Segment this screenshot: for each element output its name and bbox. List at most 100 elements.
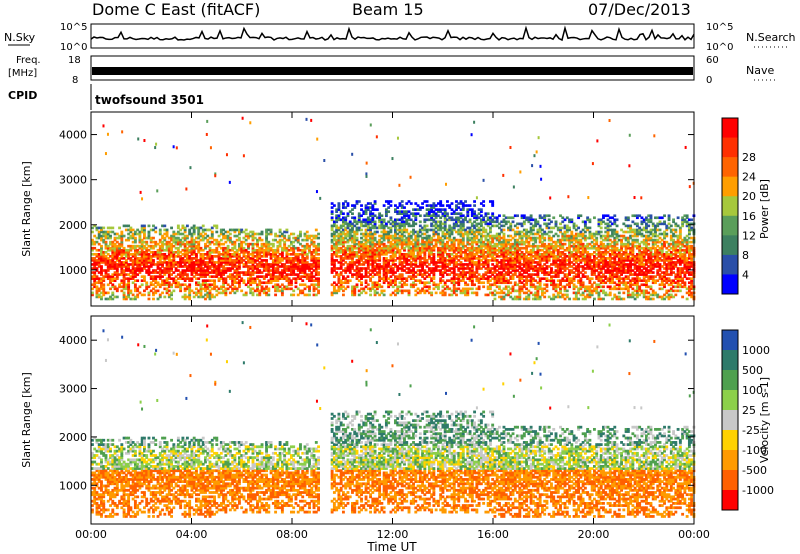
power-cell <box>106 234 110 238</box>
power-cell <box>224 279 228 283</box>
power-cell <box>100 285 103 289</box>
power-cell <box>425 259 429 262</box>
power-cell <box>296 238 300 242</box>
power-cell <box>102 279 106 283</box>
power-cell <box>145 252 149 256</box>
power-cell <box>486 265 490 268</box>
power-cell <box>371 275 375 278</box>
power-cell <box>120 279 124 283</box>
power-cell <box>163 248 167 252</box>
power-cell <box>414 236 418 240</box>
power-cell <box>91 291 94 295</box>
power-cell <box>486 216 490 220</box>
power-cell <box>382 248 386 252</box>
power-cell <box>235 248 239 252</box>
power-cell <box>432 214 436 218</box>
power-cell <box>500 244 504 248</box>
power-cell <box>446 230 449 234</box>
power-cell <box>208 293 212 297</box>
power-cell <box>111 244 115 248</box>
power-cell <box>292 257 296 260</box>
power-cell <box>502 281 506 285</box>
power-cell <box>378 214 382 218</box>
power-cell <box>217 255 221 258</box>
power-cell <box>459 202 463 205</box>
power-cell <box>457 279 461 283</box>
power-cell <box>195 236 198 240</box>
power-cell <box>167 277 171 280</box>
power-cell <box>400 277 404 280</box>
power-cell <box>190 265 194 268</box>
power-cell <box>292 250 296 254</box>
power-cell <box>179 259 183 262</box>
power-cell <box>473 234 477 238</box>
power-cell <box>244 265 248 268</box>
power-cell <box>147 244 151 248</box>
power-cell <box>355 232 359 236</box>
power-cell <box>520 250 524 254</box>
power-cell <box>455 216 458 220</box>
power-cell <box>287 234 291 238</box>
power-cell <box>556 291 560 295</box>
power-cell <box>507 216 510 220</box>
power-cell <box>344 248 348 252</box>
power-cell <box>140 240 144 244</box>
power-cell <box>222 273 226 276</box>
power-cell <box>158 275 162 278</box>
power-cell <box>441 285 445 289</box>
power-cell <box>529 244 533 248</box>
power-cell <box>208 261 212 264</box>
power-cell <box>199 285 203 289</box>
power-cell <box>561 250 565 254</box>
power-cell <box>502 259 506 262</box>
power-cell <box>459 257 463 260</box>
power-cell <box>432 261 436 264</box>
power-cell <box>283 277 287 280</box>
power-cell <box>556 259 560 262</box>
power-cell <box>475 242 479 246</box>
power-cell <box>256 232 259 236</box>
power-cell <box>339 246 343 250</box>
power-cell <box>228 259 232 262</box>
power-cell <box>364 238 368 242</box>
power-cell <box>310 277 314 280</box>
power-cell <box>287 238 291 242</box>
power-cell <box>280 273 284 276</box>
power-cell <box>215 230 219 234</box>
power-cell <box>341 259 345 262</box>
power-cell <box>280 265 284 268</box>
power-cell <box>455 218 458 222</box>
power-cell <box>502 257 506 260</box>
power-cell <box>416 212 420 216</box>
power-cell <box>423 289 427 293</box>
power-cell <box>206 244 210 248</box>
power-cell <box>439 257 443 260</box>
power-cell <box>213 269 216 272</box>
power-cell <box>378 277 382 280</box>
power-cell <box>310 275 314 278</box>
power-cell <box>149 261 153 264</box>
power-cell <box>337 226 341 230</box>
power-cell <box>459 212 463 216</box>
power-cell <box>172 250 176 254</box>
power-cell <box>170 238 174 242</box>
power-cell <box>265 230 268 234</box>
power-cell <box>525 236 529 240</box>
power-cell <box>109 236 112 240</box>
power-cell <box>414 248 418 252</box>
power-cell <box>312 261 316 264</box>
power-cell <box>509 238 513 242</box>
power-cell <box>380 236 384 240</box>
power-cell <box>158 271 162 274</box>
power-cell <box>502 295 506 299</box>
power-cell <box>513 261 517 264</box>
power-cell <box>552 295 556 299</box>
power-cell <box>482 226 486 230</box>
power-cell <box>133 238 137 242</box>
power-cell <box>337 289 341 293</box>
power-cell <box>486 238 490 242</box>
power-cell <box>163 295 167 299</box>
power-cell <box>364 210 368 213</box>
power-cell <box>247 277 250 280</box>
power-cell <box>416 265 420 268</box>
